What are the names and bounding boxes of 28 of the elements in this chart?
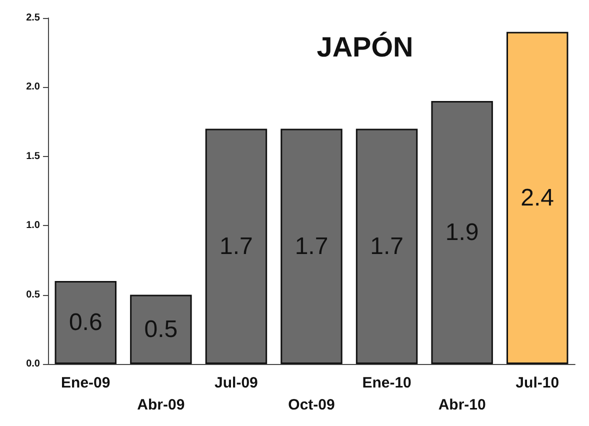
data-label: 2.4 [520, 184, 554, 212]
data-label: 0.6 [68, 308, 102, 336]
data-label: 1.7 [294, 232, 328, 260]
bar [130, 294, 192, 364]
bar [54, 280, 117, 364]
bar [205, 128, 268, 364]
y-tick-label: 2.5 [26, 12, 40, 24]
x-tick-label: Jul-10 [516, 374, 560, 392]
x-tick-label: Ene-10 [362, 374, 412, 392]
data-label: 0.5 [144, 316, 178, 343]
x-tick-label: Abr-09 [137, 396, 185, 414]
data-label: 1.7 [220, 232, 253, 260]
y-tick-label: 0.5 [26, 289, 40, 300]
x-tick-label: Oct-09 [288, 396, 335, 414]
x-tick-label: Ene-09 [61, 374, 110, 392]
data-label: 1.7 [370, 232, 404, 260]
bar [506, 32, 568, 364]
bar [280, 128, 342, 364]
data-label: 1.9 [445, 219, 479, 246]
x-tick-label: Jul-09 [214, 374, 258, 392]
y-tick-label: 0.0 [26, 358, 40, 370]
text: JAPÓN [316, 32, 414, 62]
bar [431, 101, 493, 364]
y-tick-label: 1.0 [26, 220, 40, 232]
y-tick-label: 2.0 [26, 82, 40, 93]
y-tick-label: 1.5 [26, 150, 40, 162]
bar [356, 128, 418, 364]
x-tick-label: Abr-10 [438, 396, 486, 414]
